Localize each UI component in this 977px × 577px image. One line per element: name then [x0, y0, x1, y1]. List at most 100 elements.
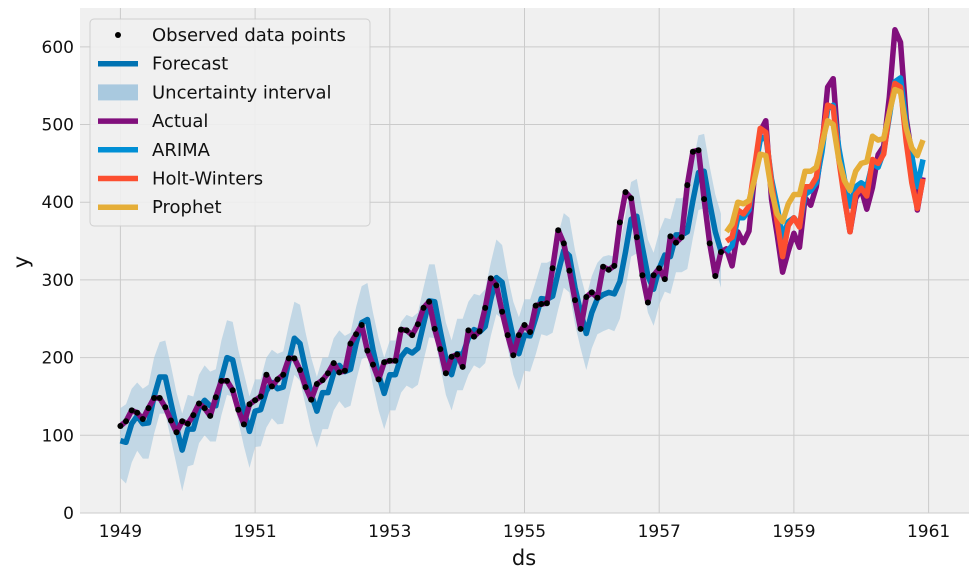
observed-point	[622, 189, 629, 196]
observed-point	[381, 359, 388, 366]
legend-item-actual: Actual	[98, 111, 208, 132]
observed-point	[633, 234, 640, 241]
observed-point	[330, 360, 337, 367]
observed-point	[319, 377, 326, 384]
observed-point	[695, 147, 702, 154]
observed-point	[291, 355, 298, 362]
observed-point	[465, 327, 472, 334]
observed-point	[448, 353, 455, 360]
y-tick-label: 600	[42, 38, 74, 58]
observed-point	[701, 196, 708, 203]
x-axis-label: ds	[512, 546, 536, 570]
x-tick-label: 1955	[503, 522, 546, 542]
observed-point	[471, 333, 477, 340]
observed-point	[515, 332, 522, 339]
y-tick-label: 500	[42, 116, 74, 136]
observed-point	[403, 327, 410, 334]
observed-point	[246, 401, 253, 408]
legend-item-holt-winters: Holt-Winters	[98, 169, 263, 190]
observed-point	[179, 418, 186, 425]
observed-point	[358, 322, 365, 328]
observed-point	[431, 325, 438, 332]
observed-point	[527, 329, 534, 335]
observed-point	[302, 384, 309, 391]
observed-point	[218, 377, 225, 384]
observed-point	[325, 370, 331, 377]
observed-point	[650, 272, 657, 279]
observed-point	[156, 395, 163, 401]
observed-point	[442, 370, 449, 377]
observed-point	[543, 300, 550, 307]
observed-point	[510, 352, 517, 359]
observed-point	[661, 276, 668, 283]
observed-point	[196, 400, 202, 407]
observed-point	[684, 182, 691, 189]
observed-point	[689, 148, 696, 155]
observed-point	[459, 363, 466, 370]
x-tick-label: 1959	[772, 522, 815, 542]
x-tick-label: 1961	[907, 522, 950, 542]
legend-label: Holt-Winters	[152, 169, 263, 190]
observed-point	[437, 346, 444, 353]
legend-item-prophet: Prophet	[98, 197, 222, 218]
observed-point	[577, 325, 584, 332]
observed-point	[370, 361, 376, 368]
observed-point	[190, 412, 197, 419]
observed-point	[639, 272, 646, 279]
observed-point	[347, 340, 354, 347]
y-axis-ticks: 0 100 200 300 400 500 600	[42, 38, 74, 524]
observed-point	[297, 367, 303, 373]
observed-point	[162, 404, 169, 411]
observed-point	[414, 321, 421, 328]
y-tick-label: 300	[42, 271, 74, 291]
legend-label: Forecast	[152, 54, 228, 75]
observed-point	[549, 265, 556, 272]
observed-point	[229, 387, 236, 394]
y-tick-label: 100	[42, 426, 74, 446]
observed-point	[375, 376, 382, 383]
x-tick-label: 1951	[233, 522, 276, 542]
observed-point	[336, 369, 343, 376]
observed-point	[139, 416, 146, 422]
observed-point	[201, 405, 208, 412]
legend-box	[89, 18, 371, 227]
observed-point	[308, 396, 315, 403]
observed-point	[454, 351, 461, 358]
legend-label: Uncertainty interval	[152, 82, 332, 103]
legend-item-uncertainty-interval: Uncertainty interval	[98, 82, 332, 103]
y-tick-label: 0	[63, 504, 74, 524]
observed-point	[712, 273, 719, 279]
observed-point	[398, 326, 405, 333]
legend-label: Prophet	[152, 197, 222, 218]
observed-point	[224, 377, 230, 384]
observed-point	[280, 371, 287, 378]
observed-point	[409, 332, 416, 339]
observed-point	[285, 355, 292, 362]
observed-point	[482, 304, 489, 311]
observed-point	[555, 227, 562, 234]
observed-point	[212, 394, 219, 401]
observed-point	[560, 240, 567, 247]
observed-point	[499, 308, 506, 315]
observed-point	[268, 383, 275, 390]
observed-point	[678, 234, 685, 241]
x-tick-label: 1957	[638, 522, 681, 542]
observed-point	[341, 367, 348, 374]
observed-point	[207, 412, 214, 419]
observed-point	[386, 357, 393, 364]
legend: Observed data points Forecast Uncertainty …	[89, 18, 371, 227]
legend-label: ARIMA	[152, 140, 211, 161]
observed-point	[184, 420, 191, 427]
observed-point	[487, 275, 494, 282]
observed-points-layer	[117, 147, 724, 436]
legend-item-arima: ARIMA	[98, 140, 211, 161]
observed-point	[151, 395, 158, 401]
x-tick-label: 1949	[99, 522, 142, 542]
observed-point	[476, 328, 483, 335]
observed-point	[521, 322, 528, 328]
observed-point	[594, 294, 601, 301]
observed-point	[173, 429, 180, 436]
observed-point	[600, 263, 607, 270]
observed-point	[145, 405, 152, 412]
